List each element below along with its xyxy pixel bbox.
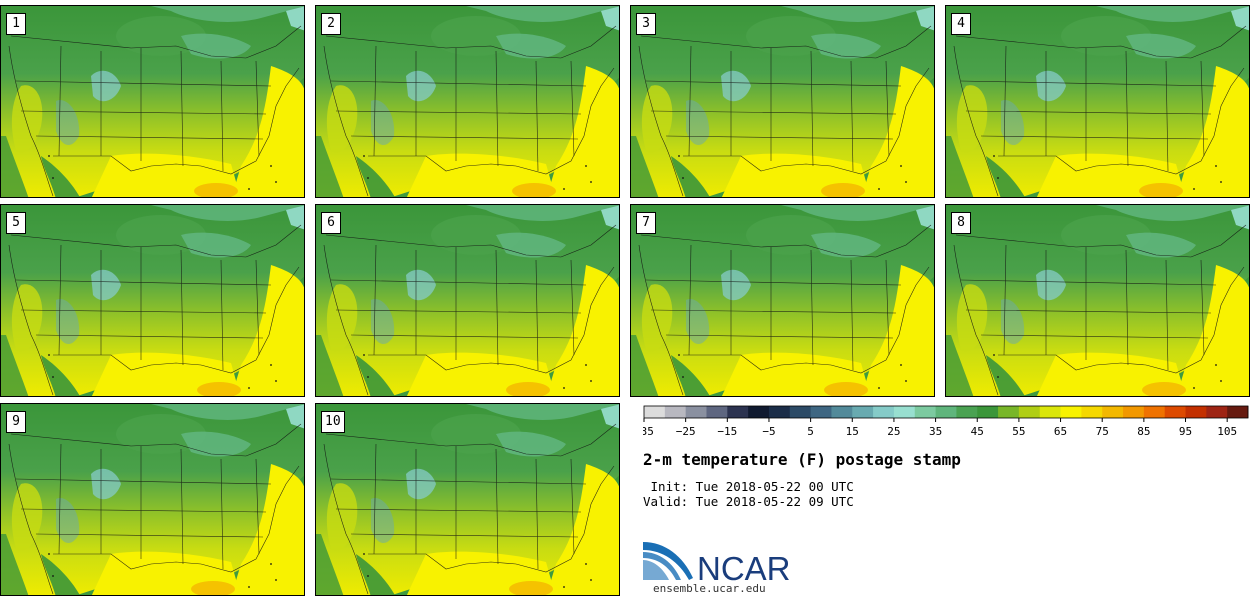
colorbar-segment [706, 406, 728, 418]
colorbar-segment [685, 406, 707, 418]
temperature-map [946, 205, 1249, 396]
colorbar-segment [1123, 406, 1145, 418]
colorbar-segment [1039, 406, 1061, 418]
map-panel: 7 [630, 204, 935, 397]
member-number-label: 2 [321, 13, 341, 35]
colorbar-segment [1102, 406, 1124, 418]
map-panel: 5 [0, 204, 305, 397]
map-panel: 1 [0, 5, 305, 198]
map-panel: 3 [630, 5, 935, 198]
member-number-label: 10 [321, 411, 345, 433]
colorbar-segment [1206, 406, 1228, 418]
valid-time: Valid: Tue 2018-05-22 09 UTC [643, 494, 854, 509]
member-number-label: 7 [636, 212, 656, 234]
colorbar-segment [1060, 406, 1082, 418]
member-number-label: 5 [6, 212, 26, 234]
colorbar-tick-label: 65 [1054, 425, 1067, 438]
colorbar-tick-label: 55 [1012, 425, 1025, 438]
temperature-map [1, 404, 304, 595]
colorbar-segment [748, 406, 770, 418]
ncar-swoosh-icon [643, 542, 693, 580]
colorbar-tick-label: 5 [807, 425, 814, 438]
colorbar-segment [852, 406, 874, 418]
colorbar-segment [1143, 406, 1166, 418]
colorbar-segment [644, 406, 666, 418]
site-url: ensemble.ucar.edu [653, 582, 766, 595]
map-panel: 6 [315, 204, 620, 397]
colorbar-tick-label: −5 [762, 425, 775, 438]
map-panel: 8 [945, 204, 1250, 397]
colorbar-segment [1081, 406, 1103, 418]
temperature-map [946, 6, 1249, 197]
member-number-label: 1 [6, 13, 26, 35]
colorbar-segment [977, 406, 999, 418]
colorbar-tick-label: 105 [1217, 425, 1237, 438]
member-number-label: 3 [636, 13, 656, 35]
colorbar-tick-label: −35 [643, 425, 654, 438]
ncar-logo: NCAR [643, 542, 791, 582]
temperature-map [1, 205, 304, 396]
colorbar-tick-label: 45 [971, 425, 984, 438]
colorbar-segment [831, 406, 853, 418]
colorbar-segment [727, 406, 749, 418]
member-number-label: 4 [951, 13, 971, 35]
colorbar-tick-label: −15 [717, 425, 737, 438]
ncar-logo-text: NCAR [697, 550, 791, 582]
map-panel: 9 [0, 403, 305, 596]
chart-title: 2-m temperature (F) postage stamp [643, 450, 961, 469]
temperature-map [1, 6, 304, 197]
temperature-map [631, 205, 934, 396]
colorbar-tick-label: −25 [676, 425, 696, 438]
colorbar-tick-label: 35 [929, 425, 942, 438]
colorbar-segment [914, 406, 936, 418]
colorbar-segment [789, 406, 812, 418]
colorbar-segment [1018, 406, 1041, 418]
colorbar-segment [956, 406, 978, 418]
temperature-map [316, 205, 619, 396]
colorbar-segment [1164, 406, 1186, 418]
colorbar-segment [873, 406, 895, 418]
colorbar-segment [998, 406, 1020, 418]
colorbar-segment [810, 406, 832, 418]
temperature-map [316, 6, 619, 197]
colorbar-tick-label: 15 [846, 425, 859, 438]
colorbar-tick-label: 75 [1096, 425, 1109, 438]
temperature-map [631, 6, 934, 197]
map-panel: 2 [315, 5, 620, 198]
colorbar-frame [643, 405, 1249, 419]
colorbar-segment [893, 406, 916, 418]
init-time: Init: Tue 2018-05-22 00 UTC [643, 479, 854, 494]
colorbar-segment [1185, 406, 1207, 418]
member-number-label: 6 [321, 212, 341, 234]
colorbar-tick-label: 85 [1137, 425, 1150, 438]
colorbar-tick-label: 95 [1179, 425, 1192, 438]
temperature-map [316, 404, 619, 595]
colorbar-tick-label: 25 [887, 425, 900, 438]
map-panel: 10 [315, 403, 620, 596]
member-number-label: 8 [951, 212, 971, 234]
colorbar-segment [935, 406, 957, 418]
colorbar-segment [768, 406, 791, 418]
colorbar-segment [664, 406, 687, 418]
member-number-label: 9 [6, 411, 26, 433]
map-panel: 4 [945, 5, 1250, 198]
colorbar-segment [1227, 406, 1249, 418]
temperature-colorbar: −35−25−15−55152535455565758595105115 [643, 405, 1249, 438]
